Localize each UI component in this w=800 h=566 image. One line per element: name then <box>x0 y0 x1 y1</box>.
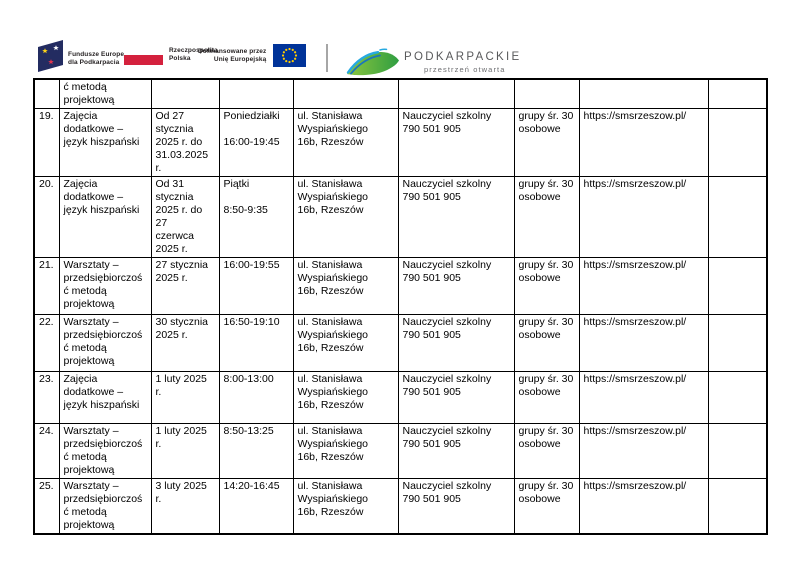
cell-schedule: Piątki 8:50-9:35 <box>218 176 294 258</box>
podkarpackie-logo <box>346 46 400 76</box>
cell-url <box>578 78 709 109</box>
cell-date: Od 27 stycznia 2025 r. do 31.03.2025 r. <box>150 108 220 177</box>
table-row-carryover: ć metodą projektową <box>33 78 768 109</box>
cell-date: 1 luty 2025 r. <box>150 423 220 479</box>
poland-flag-icon <box>124 45 163 65</box>
cell-address <box>292 78 399 109</box>
cell-address: ul. Stanisława Wyspiańskiego 16b, Rzeszó… <box>292 371 399 424</box>
eu-flag-icon <box>273 44 307 67</box>
cell-activity: ć metodą projektową <box>58 78 152 109</box>
schedule-table: ć metodą projektową 19. Zajęcia dodatkow… <box>33 78 768 535</box>
cell-url: https://smsrzeszow.pl/ <box>578 371 709 424</box>
rzeczpospolita-polska-label: Rzeczpospolita Polska <box>169 47 218 62</box>
cell-extra <box>707 176 768 258</box>
cell-no <box>33 78 60 109</box>
cell-url: https://smsrzeszow.pl/ <box>578 478 709 535</box>
cell-address: ul. Stanisława Wyspiańskiego 16b, Rzeszó… <box>292 108 399 177</box>
cell-date: 30 stycznia 2025 r. <box>150 314 220 372</box>
cell-contact: Nauczyciel szkolny 790 501 905 <box>397 478 515 535</box>
table-row-20: 20. Zajęcia dodatkowe – język hiszpański… <box>33 176 768 258</box>
cell-no: 23. <box>33 371 60 424</box>
cell-group-size: grupy śr. 30 osobowe <box>513 478 580 535</box>
cell-url: https://smsrzeszow.pl/ <box>578 176 709 258</box>
rzeczpospolita-polska-logo: Rzeczpospolita Polska <box>124 45 218 65</box>
cell-extra <box>707 108 768 177</box>
cell-schedule: 8:00-13:00 <box>218 371 294 424</box>
cell-contact: Nauczyciel szkolny 790 501 905 <box>397 176 515 258</box>
cell-no: 25. <box>33 478 60 535</box>
header-divider <box>326 44 328 72</box>
cell-contact: Nauczyciel szkolny 790 501 905 <box>397 423 515 479</box>
cell-url: https://smsrzeszow.pl/ <box>578 108 709 177</box>
cell-activity: Warsztaty – przedsiębiorczoś ć metodą pr… <box>58 423 152 479</box>
cell-group-size: grupy śr. 30 osobowe <box>513 371 580 424</box>
cell-extra <box>707 478 768 535</box>
cell-activity: Zajęcia dodatkowe – język hiszpański <box>58 176 152 258</box>
cell-address: ul. Stanisława Wyspiańskiego 16b, Rzeszó… <box>292 423 399 479</box>
cell-schedule: 14:20-16:45 <box>218 478 294 535</box>
fundusze-europejskie-flag-icon <box>38 40 63 77</box>
cell-no: 19. <box>33 108 60 177</box>
table-row-25: 25. Warsztaty – przedsiębiorczoś ć metod… <box>33 478 768 535</box>
fundusze-europejskie-label: Fundusze Europejskie dla Podkarpacia <box>68 50 139 66</box>
cell-url: https://smsrzeszow.pl/ <box>578 423 709 479</box>
cell-group-size: grupy śr. 30 osobowe <box>513 423 580 479</box>
cell-contact <box>397 78 515 109</box>
cell-extra <box>707 257 768 315</box>
podkarpackie-title: PODKARPACKIE <box>404 51 522 63</box>
cell-activity: Zajęcia dodatkowe – język hiszpański <box>58 108 152 177</box>
cell-address: ul. Stanisława Wyspiańskiego 16b, Rzeszó… <box>292 478 399 535</box>
cell-group-size <box>513 78 580 109</box>
eu-funding-logo: Dofinansowane przez Unię Europejską <box>198 44 307 67</box>
cell-schedule <box>218 78 294 109</box>
table-row-21: 21. Warsztaty – przedsiębiorczoś ć metod… <box>33 257 768 315</box>
eu-funding-label: Dofinansowane przez Unię Europejską <box>198 47 267 63</box>
cell-group-size: grupy śr. 30 osobowe <box>513 108 580 177</box>
cell-group-size: grupy śr. 30 osobowe <box>513 314 580 372</box>
cell-extra <box>707 78 768 109</box>
cell-no: 22. <box>33 314 60 372</box>
cell-date: 27 stycznia 2025 r. <box>150 257 220 315</box>
podkarpackie-wave-icon <box>346 46 400 76</box>
cell-activity: Warsztaty – przedsiębiorczoś ć metodą pr… <box>58 478 152 535</box>
cell-date <box>150 78 220 109</box>
cell-contact: Nauczyciel szkolny 790 501 905 <box>397 108 515 177</box>
table-row-22: 22. Warsztaty – przedsiębiorczoś ć metod… <box>33 314 768 372</box>
cell-date: 1 luty 2025 r. <box>150 371 220 424</box>
cell-group-size: grupy śr. 30 osobowe <box>513 257 580 315</box>
cell-contact: Nauczyciel szkolny 790 501 905 <box>397 314 515 372</box>
cell-schedule: 8:50-13:25 <box>218 423 294 479</box>
cell-date: 3 luty 2025 r. <box>150 478 220 535</box>
cell-extra <box>707 371 768 424</box>
cell-no: 20. <box>33 176 60 258</box>
fundusze-europejskie-logo: Fundusze Europejskie dla Podkarpacia <box>38 40 139 77</box>
table-row-19: 19. Zajęcia dodatkowe – język hiszpański… <box>33 108 768 177</box>
cell-contact: Nauczyciel szkolny 790 501 905 <box>397 257 515 315</box>
cell-url: https://smsrzeszow.pl/ <box>578 257 709 315</box>
cell-activity: Zajęcia dodatkowe – język hiszpański <box>58 371 152 424</box>
cell-schedule: 16:50-19:10 <box>218 314 294 372</box>
cell-activity: Warsztaty – przedsiębiorczoś ć metodą pr… <box>58 314 152 372</box>
cell-address: ul. Stanisława Wyspiańskiego 16b, Rzeszó… <box>292 176 399 258</box>
cell-url: https://smsrzeszow.pl/ <box>578 314 709 372</box>
cell-activity: Warsztaty – przedsiębiorczoś ć metodą pr… <box>58 257 152 315</box>
cell-schedule: 16:00-19:55 <box>218 257 294 315</box>
table-row-24: 24. Warsztaty – przedsiębiorczoś ć metod… <box>33 423 768 479</box>
table-row-23: 23. Zajęcia dodatkowe – język hiszpański… <box>33 371 768 424</box>
cell-no: 24. <box>33 423 60 479</box>
cell-extra <box>707 423 768 479</box>
cell-address: ul. Stanisława Wyspiańskiego 16b, Rzeszó… <box>292 257 399 315</box>
cell-group-size: grupy śr. 30 osobowe <box>513 176 580 258</box>
podkarpackie-subtitle: przestrzeń otwarta <box>424 65 506 74</box>
cell-no: 21. <box>33 257 60 315</box>
cell-contact: Nauczyciel szkolny 790 501 905 <box>397 371 515 424</box>
cell-extra <box>707 314 768 372</box>
cell-schedule: Poniedziałki 16:00-19:45 <box>218 108 294 177</box>
cell-address: ul. Stanisława Wyspiańskiego 16b, Rzeszó… <box>292 314 399 372</box>
cell-date: Od 31 stycznia 2025 r. do 27 czerwca 202… <box>150 176 220 258</box>
